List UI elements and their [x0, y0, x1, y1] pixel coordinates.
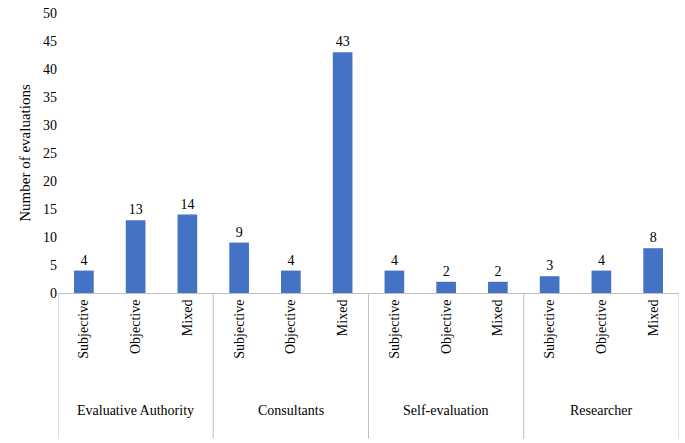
svg-text:Evaluative Authority: Evaluative Authority	[77, 403, 194, 418]
svg-text:Number of evaluations: Number of evaluations	[17, 84, 33, 222]
svg-text:4: 4	[391, 253, 398, 268]
svg-text:Self-evaluation: Self-evaluation	[403, 403, 489, 418]
svg-text:Objective: Objective	[439, 300, 454, 354]
svg-text:13: 13	[129, 202, 143, 217]
svg-text:Mixed: Mixed	[490, 300, 505, 337]
svg-text:20: 20	[43, 174, 57, 189]
svg-text:Objective: Objective	[128, 300, 143, 354]
svg-text:2: 2	[443, 264, 450, 279]
svg-text:Subjective: Subjective	[542, 300, 557, 359]
svg-text:Objective: Objective	[594, 300, 609, 354]
svg-text:43: 43	[336, 34, 350, 49]
svg-text:4: 4	[598, 253, 605, 268]
svg-text:Subjective: Subjective	[76, 300, 91, 359]
svg-text:15: 15	[43, 202, 57, 217]
svg-text:0: 0	[50, 286, 57, 301]
svg-text:9: 9	[236, 225, 243, 240]
svg-text:2: 2	[494, 264, 501, 279]
svg-text:35: 35	[43, 90, 57, 105]
svg-text:10: 10	[43, 230, 57, 245]
svg-text:30: 30	[43, 118, 57, 133]
svg-text:Researcher: Researcher	[570, 403, 633, 418]
svg-text:Objective: Objective	[283, 300, 298, 354]
svg-text:5: 5	[50, 258, 57, 273]
svg-text:25: 25	[43, 146, 57, 161]
svg-text:4: 4	[80, 253, 87, 268]
svg-text:40: 40	[43, 62, 57, 77]
svg-text:4: 4	[287, 253, 294, 268]
svg-text:3: 3	[546, 258, 553, 273]
svg-text:Mixed: Mixed	[646, 300, 661, 337]
svg-text:50: 50	[43, 6, 57, 21]
svg-text:14: 14	[180, 197, 194, 212]
svg-text:Consultants: Consultants	[258, 403, 324, 418]
svg-text:Mixed: Mixed	[180, 300, 195, 337]
svg-text:8: 8	[650, 230, 657, 245]
svg-text:Subjective: Subjective	[232, 300, 247, 359]
svg-text:45: 45	[43, 34, 57, 49]
svg-text:Mixed: Mixed	[335, 300, 350, 337]
svg-text:Subjective: Subjective	[387, 300, 402, 359]
